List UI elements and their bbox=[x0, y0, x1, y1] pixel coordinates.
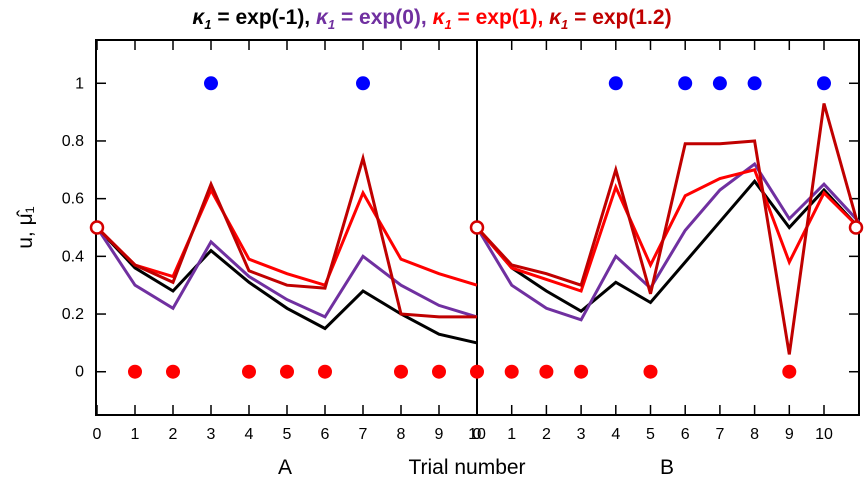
input-dot bbox=[318, 364, 332, 379]
input-dot bbox=[166, 364, 180, 379]
input-dot bbox=[394, 364, 408, 379]
title-part-0: κ1 = exp(-1), bbox=[192, 6, 316, 33]
input-dot bbox=[504, 364, 519, 379]
input-dot bbox=[470, 364, 484, 379]
title-part-2: κ1 = exp(1), bbox=[432, 6, 550, 33]
x-tick-label: 6 bbox=[681, 426, 690, 443]
series-line-1-2 bbox=[475, 168, 860, 293]
series-line-0-2 bbox=[95, 186, 478, 288]
series-line-1-1 bbox=[475, 161, 860, 322]
input-dot bbox=[782, 364, 797, 379]
x-tick-label: 8 bbox=[750, 426, 759, 443]
start-marker bbox=[469, 220, 485, 235]
input-dot bbox=[678, 76, 693, 91]
y-tick-label: 1 bbox=[75, 75, 84, 92]
end-marker bbox=[848, 220, 864, 235]
input-dot bbox=[643, 364, 658, 379]
x-axis-label: Trial number bbox=[408, 456, 525, 479]
x-tick-label: 9 bbox=[435, 426, 444, 443]
input-dot bbox=[712, 76, 727, 91]
title-part-1: κ1 = exp(0), bbox=[315, 6, 433, 33]
x-tick-label: 10 bbox=[468, 426, 486, 443]
x-tick-label: 0 bbox=[473, 426, 482, 443]
input-dot bbox=[128, 364, 142, 379]
y-tick-label: 0 bbox=[75, 364, 84, 381]
x-tick-label: 9 bbox=[785, 426, 794, 443]
input-dot bbox=[747, 76, 762, 91]
series-line-0-3 bbox=[95, 152, 477, 319]
series-line-0-1 bbox=[95, 226, 478, 319]
x-tick-label: 5 bbox=[283, 426, 292, 443]
input-dot bbox=[539, 364, 554, 379]
input-dot bbox=[242, 364, 256, 379]
x-tick-label: 0 bbox=[93, 426, 102, 443]
y-tick-label: 0.8 bbox=[62, 133, 84, 150]
x-tick-label: 7 bbox=[359, 426, 368, 443]
input-dot bbox=[280, 364, 294, 379]
x-tick-label: 3 bbox=[577, 426, 586, 443]
x-tick-label: 7 bbox=[715, 426, 724, 443]
input-dot bbox=[608, 76, 623, 91]
x-tick-label: 1 bbox=[507, 426, 516, 443]
series-line-0-0 bbox=[95, 226, 478, 345]
series-line-1-0 bbox=[475, 178, 860, 314]
x-tick-label: 4 bbox=[245, 426, 254, 443]
x-tick-label: 3 bbox=[207, 426, 216, 443]
chart-title: κ1 = exp(-1), κ1 = exp(0), κ1 = exp(1), … bbox=[0, 6, 864, 32]
input-dot bbox=[817, 76, 831, 91]
input-dot bbox=[574, 364, 589, 379]
y-tick-label: 0.6 bbox=[62, 191, 84, 208]
start-marker bbox=[89, 220, 105, 235]
x-tick-label: 1 bbox=[131, 426, 140, 443]
series-line-1-3 bbox=[475, 103, 861, 355]
x-tick-label: 4 bbox=[611, 426, 620, 443]
x-tick-label: 2 bbox=[542, 426, 551, 443]
input-dot bbox=[204, 76, 218, 91]
x-tick-label: 8 bbox=[397, 426, 406, 443]
panel-label-B: B bbox=[660, 456, 674, 479]
panel-label-A: A bbox=[278, 456, 292, 479]
x-tick-label: 6 bbox=[321, 426, 330, 443]
title-part-3: κ1 = exp(1.2) bbox=[549, 6, 672, 33]
y-tick-label: 0.4 bbox=[62, 248, 84, 265]
x-tick-label: 2 bbox=[169, 426, 178, 443]
y-axis-label: u, μ̂₁ bbox=[14, 206, 37, 249]
x-tick-label: 10 bbox=[815, 426, 833, 443]
y-tick-label: 0.2 bbox=[62, 306, 84, 323]
x-tick-label: 5 bbox=[646, 426, 655, 443]
input-dot bbox=[432, 364, 446, 379]
input-dot bbox=[356, 76, 370, 91]
